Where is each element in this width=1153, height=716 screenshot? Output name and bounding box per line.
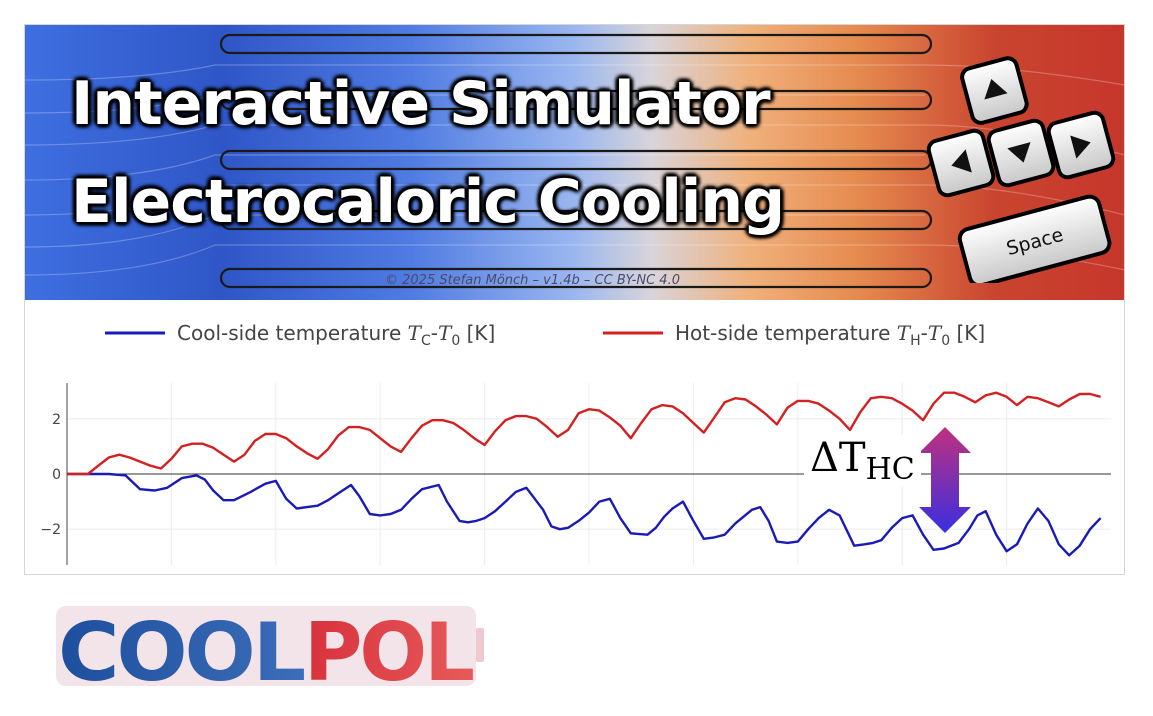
- arrow-right-key-icon: [1046, 110, 1116, 180]
- logo-pol: POL: [304, 606, 473, 692]
- space-key-icon: Space: [957, 194, 1112, 283]
- temperature-chart: 050100150200250300350400450 −202 Cool-si…: [40, 321, 1111, 565]
- title-line-2: Electrocaloric Cooling: [71, 167, 785, 237]
- chart-legend: Cool-side temperature TC-T0 [K] Hot-side…: [105, 321, 985, 349]
- y-tick-label: 0: [52, 467, 61, 483]
- delta-t-double-arrow: [919, 427, 971, 533]
- legend-cool: Cool-side temperature TC-T0 [K]: [177, 321, 495, 349]
- arrow-up-key-icon: [960, 56, 1029, 125]
- title-banner: Interactive Simulator Electrocaloric Coo…: [25, 25, 1124, 300]
- delta-t-subscript: HC: [865, 452, 915, 487]
- cool-side-series-line: [67, 472, 1102, 557]
- arrow-down-key-icon: [986, 118, 1056, 188]
- coolpol-logo: COOL POL: [56, 606, 484, 692]
- arrow-left-key-icon: [926, 128, 996, 198]
- legend-hot: Hot-side temperature TH-T0 [K]: [675, 321, 985, 349]
- title-line-1: Interactive Simulator: [71, 69, 771, 139]
- y-tick-label: 2: [52, 412, 61, 428]
- y-axis-ticks: −2 0 2: [40, 412, 61, 538]
- delta-t-label: ΔTHC: [804, 435, 921, 487]
- chart-grid: [66, 383, 1111, 565]
- copyright-notice: © 2025 Stefan Mönch – v1.4b – CC BY-NC 4…: [385, 273, 680, 288]
- heat-exchanger-streaks: [25, 33, 1124, 289]
- logo-cool: COOL: [58, 606, 304, 692]
- simulator-window: Interactive Simulator Electrocaloric Coo…: [24, 24, 1125, 575]
- delta-t-symbol: ΔT: [810, 435, 866, 481]
- series-lines: [67, 391, 1102, 557]
- hot-side-series-line: [67, 391, 1101, 476]
- keyboard-keys-graphic: Space: [926, 56, 1116, 283]
- y-tick-label: −2: [40, 522, 61, 538]
